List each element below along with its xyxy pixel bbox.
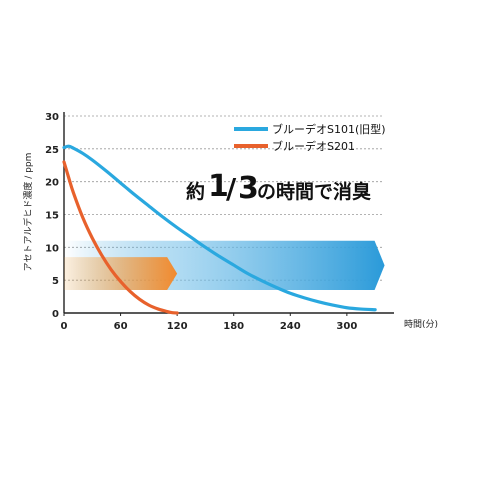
headline-slash: / (226, 172, 237, 205)
y-tick-label: 5 (52, 276, 59, 287)
x-tick-label: 0 (61, 321, 68, 332)
x-axis-title: 時間(分) (404, 319, 438, 330)
headline-numerator: 1 (208, 169, 229, 204)
y-tick-label: 15 (45, 211, 59, 222)
x-tick-label: 180 (223, 321, 244, 332)
x-tick-label: 240 (280, 321, 301, 332)
y-axis-title: アセトアルデヒド濃度 / ppm (22, 153, 34, 272)
headline-annotation: 約 1 / 3 の時間で消臭 (186, 169, 371, 206)
reduction-band-s201 (64, 257, 178, 291)
series-layer (62, 144, 377, 315)
legend-label-s201: ブルーデオS201 (272, 139, 355, 153)
y-tick-label: 20 (45, 178, 59, 189)
y-tick-label: 25 (45, 145, 59, 156)
x-tick-label: 120 (167, 321, 188, 332)
headline-denominator: 3 (238, 171, 259, 206)
x-tick-label: 300 (336, 321, 357, 332)
y-tick-label: 10 (45, 243, 59, 254)
legend-label-s101: ブルーデオS101(旧型) (272, 122, 386, 136)
headline-prefix: 約 (186, 180, 205, 203)
headline-suffix: の時間で消臭 (257, 180, 371, 203)
series-line-s101 (62, 144, 377, 312)
series-line-s201 (62, 160, 179, 315)
legend: ブルーデオS101(旧型) ブルーデオS201 (234, 122, 386, 153)
y-tick-label: 0 (52, 309, 59, 320)
y-tick-label: 30 (45, 112, 59, 123)
x-tick-label: 60 (114, 321, 128, 332)
